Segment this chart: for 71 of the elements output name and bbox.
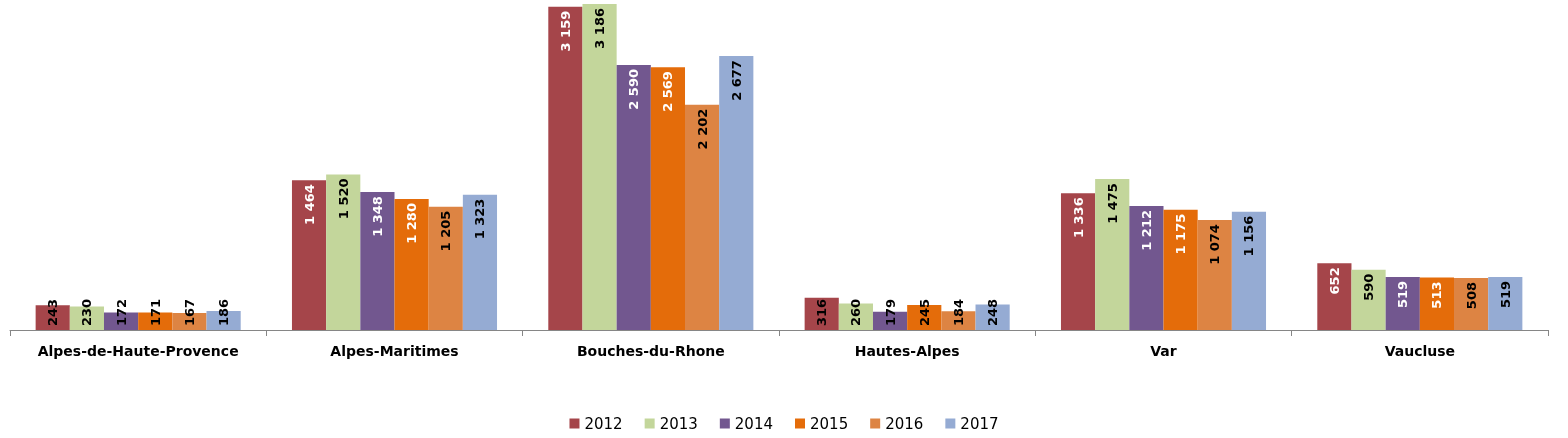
data-label: 590: [1361, 273, 1377, 301]
data-label: 167: [181, 298, 197, 326]
data-label: 1 175: [1173, 213, 1189, 255]
data-label: 1 464: [301, 184, 317, 225]
x-tick-label: Bouches-du-Rhone: [576, 343, 725, 359]
legend-label: 2014: [734, 414, 774, 433]
data-label: 316: [814, 298, 830, 326]
bar: [650, 67, 686, 330]
bar: [1231, 211, 1267, 330]
x-tick-label: Alpes-Maritimes: [330, 343, 459, 359]
data-label: 508: [1463, 282, 1479, 310]
data-label: 3 159: [557, 10, 573, 52]
bar: [326, 174, 361, 330]
data-label: 1 348: [369, 196, 385, 237]
data-label: 184: [950, 298, 966, 326]
data-label: 1 336: [1070, 197, 1086, 239]
x-tick-label: Hautes-Alpes: [854, 343, 960, 359]
bar: [1095, 179, 1130, 330]
legend-label: 2015: [810, 414, 849, 433]
bar: [548, 6, 583, 330]
data-label: 171: [147, 298, 163, 326]
data-label: 172: [113, 298, 129, 326]
bar: [582, 4, 617, 330]
data-label: 186: [216, 298, 232, 326]
x-tick-label: Vaucluse: [1384, 343, 1456, 359]
bar: [1419, 277, 1455, 330]
data-label: 652: [1326, 267, 1342, 295]
legend-label: 2013: [659, 414, 698, 433]
bar: [1060, 193, 1096, 330]
legend-label: 2016: [885, 414, 924, 433]
data-label: 1 520: [335, 178, 351, 220]
bar: [616, 64, 651, 330]
data-label: 2 569: [660, 71, 676, 112]
bar: [685, 104, 720, 330]
data-label: 1 156: [1241, 215, 1257, 257]
bar: [394, 199, 429, 330]
data-label: 519: [1497, 280, 1513, 309]
bar: [360, 192, 395, 330]
x-tick-label: Var: [1150, 343, 1177, 359]
data-label: 2 202: [694, 108, 710, 150]
data-label: 248: [985, 298, 1001, 326]
data-label: 2 677: [728, 60, 744, 101]
bar: [291, 180, 327, 330]
data-label: 1 280: [404, 203, 420, 244]
data-label: 2 590: [626, 68, 642, 110]
data-label: 1 475: [1104, 183, 1120, 224]
x-tick-label: Alpes-de-Haute-Provence: [37, 343, 239, 359]
bar: [428, 206, 463, 330]
data-label: 513: [1429, 281, 1445, 309]
bar: [1488, 276, 1523, 330]
bar: [1163, 209, 1198, 330]
bar: [1385, 276, 1420, 330]
bar: [1351, 269, 1386, 330]
data-label: 519: [1395, 280, 1411, 309]
bar: [462, 194, 498, 330]
data-label: 1 205: [438, 210, 454, 252]
data-label: 230: [79, 298, 95, 326]
data-label: 1 323: [472, 198, 488, 240]
legend-label: 2017: [960, 414, 999, 433]
legend-label: 2012: [584, 414, 623, 433]
data-label: 1 212: [1138, 209, 1154, 251]
data-label: 3 186: [592, 8, 608, 49]
bar: [1197, 220, 1232, 330]
bar: [719, 56, 754, 330]
data-label: 1 074: [1207, 224, 1223, 265]
data-label: 179: [882, 298, 898, 326]
bar: [1317, 263, 1352, 330]
data-label: 245: [916, 298, 932, 326]
bar: [1129, 205, 1164, 330]
data-label: 260: [848, 298, 864, 326]
data-label: 243: [45, 298, 61, 326]
